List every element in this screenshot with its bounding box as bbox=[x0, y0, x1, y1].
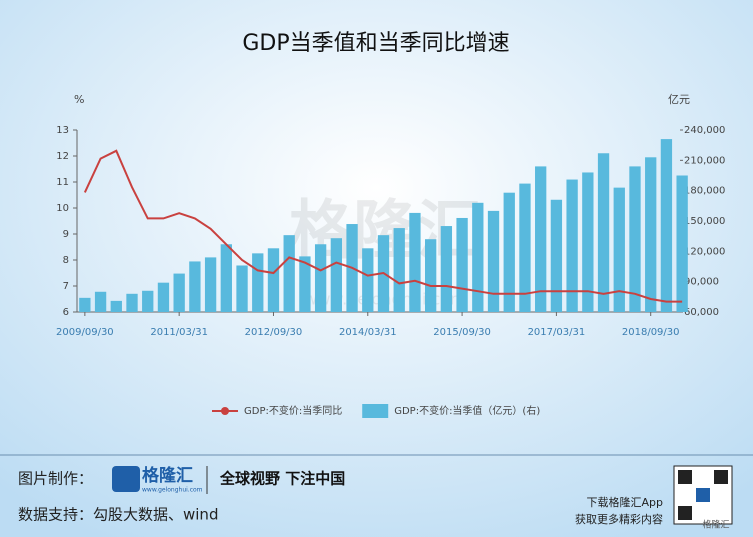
footer-slogan: 全球视野 下注中国 bbox=[219, 470, 345, 488]
bar bbox=[472, 202, 484, 312]
bar bbox=[299, 256, 311, 312]
bar bbox=[393, 228, 405, 312]
y-axis-label: % bbox=[74, 93, 84, 106]
legend-label: GDP:不变价:当季值（亿元）(右) bbox=[394, 404, 540, 417]
y2-axis-label: 亿元 bbox=[668, 93, 690, 106]
line bbox=[83, 149, 683, 303]
bar bbox=[220, 244, 232, 312]
qr-corner bbox=[714, 470, 728, 484]
bar bbox=[487, 210, 500, 312]
footer-logo: 格隆汇 bbox=[142, 465, 193, 486]
y-tick-label: 11 bbox=[56, 177, 69, 188]
y-tick-label: 9 bbox=[63, 229, 69, 240]
bar bbox=[613, 187, 625, 312]
chart-title: GDP当季值和当季同比增速 bbox=[242, 31, 509, 56]
bar bbox=[330, 238, 343, 312]
bar bbox=[204, 257, 217, 312]
bar bbox=[283, 235, 295, 312]
bar bbox=[189, 261, 201, 312]
legend-label: GDP:不变价:当季同比 bbox=[244, 404, 342, 417]
y-tick-label: 6 bbox=[63, 307, 69, 318]
y-tick-label: 12 bbox=[56, 151, 69, 162]
bar bbox=[173, 273, 185, 312]
x-tick-label: 2017/03/31 bbox=[528, 327, 586, 338]
y2-tick-label: 150,000 bbox=[684, 216, 725, 227]
qr-corner bbox=[678, 506, 692, 520]
bar bbox=[236, 265, 248, 312]
bar bbox=[550, 199, 563, 312]
bar bbox=[267, 248, 280, 312]
y2-tick-label: 120,000 bbox=[684, 246, 725, 257]
footer-made-by: 图片制作： bbox=[18, 470, 93, 488]
qr-caption: 格隆汇 bbox=[702, 519, 729, 531]
y2-tick-label: 240,000 bbox=[684, 125, 725, 136]
x-tick-label: 2011/03/31 bbox=[150, 327, 208, 338]
qr-logo bbox=[696, 488, 710, 502]
y-tick-label: 10 bbox=[56, 203, 69, 214]
bar bbox=[645, 157, 657, 312]
x-tick-label: 2014/03/31 bbox=[339, 327, 397, 338]
bar bbox=[157, 282, 170, 312]
legend-swatch bbox=[221, 407, 229, 415]
y2-tick-label: 90,000 bbox=[684, 277, 719, 288]
x-tick-label: 2015/09/30 bbox=[433, 327, 491, 338]
y2-tick-label: 210,000 bbox=[684, 155, 725, 166]
x-tick-label: 2018/09/30 bbox=[622, 327, 680, 338]
bar bbox=[362, 248, 374, 312]
bar bbox=[126, 293, 138, 312]
bar bbox=[440, 226, 453, 312]
y-tick-label: 13 bbox=[56, 125, 69, 136]
footer-more: 获取更多精彩内容 bbox=[575, 512, 663, 526]
x-tick-label: 2009/09/30 bbox=[56, 327, 114, 338]
bar bbox=[676, 175, 688, 312]
footer-source: 数据支持：勾股大数据、wind bbox=[18, 506, 218, 524]
bar bbox=[94, 291, 107, 312]
footer-logo-url: www.gelonghui.com bbox=[142, 487, 203, 494]
bar bbox=[409, 212, 421, 312]
bar bbox=[566, 179, 578, 312]
y2-tick-label: 60,000 bbox=[684, 307, 719, 318]
bar bbox=[597, 153, 610, 312]
qr-corner bbox=[678, 470, 692, 484]
bar bbox=[424, 239, 437, 312]
y-tick-label: 7 bbox=[63, 281, 69, 292]
bar bbox=[252, 253, 264, 312]
bar bbox=[582, 172, 594, 312]
bar bbox=[629, 166, 641, 312]
footer-download: 下载格隆汇App bbox=[587, 495, 664, 509]
bar bbox=[314, 244, 327, 312]
bar bbox=[79, 297, 91, 312]
bar bbox=[519, 183, 531, 312]
y2-tick-label: 180,000 bbox=[684, 186, 725, 197]
logo-icon bbox=[112, 466, 140, 492]
bar bbox=[456, 217, 468, 312]
bar bbox=[535, 166, 547, 312]
bar bbox=[503, 192, 515, 312]
x-tick-label: 2012/09/30 bbox=[245, 327, 303, 338]
bar bbox=[660, 139, 673, 312]
bar bbox=[142, 290, 154, 312]
legend-swatch bbox=[362, 404, 389, 418]
y-tick-label: 8 bbox=[63, 255, 69, 266]
bar bbox=[110, 300, 122, 312]
